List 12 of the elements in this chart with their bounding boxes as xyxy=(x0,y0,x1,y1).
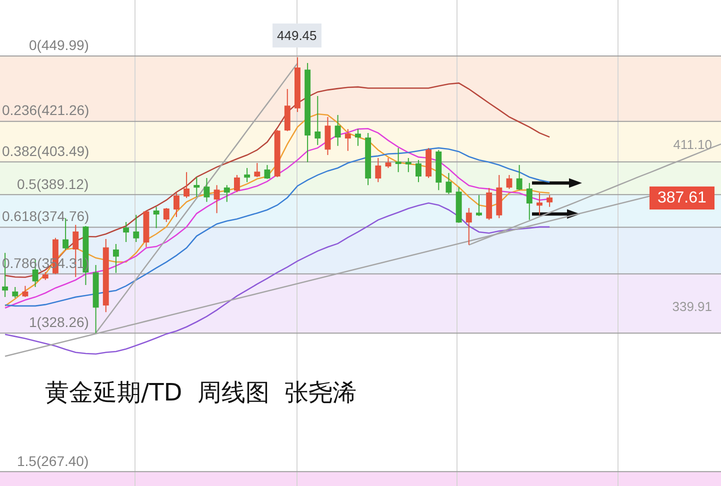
ref-line-label: 0.382(403.49) xyxy=(2,143,90,159)
annotation: 449.45 xyxy=(277,28,317,43)
annotation: 387.61 xyxy=(657,190,707,206)
ref-line-label: 0.236(421.26) xyxy=(2,102,90,118)
ref-line-label: 1(328.26) xyxy=(29,314,89,330)
y-tick-label: 339.91 xyxy=(672,299,712,314)
y-tick-label: 411.10 xyxy=(673,137,712,152)
ref-line-label: 1.5(267.40) xyxy=(17,453,89,469)
ref-line-label: 0(449.99) xyxy=(29,37,89,53)
text: 黄金延期/TD 周线图 张尧浠 xyxy=(45,378,357,406)
ref-line-label: 0.618(374.76) xyxy=(2,208,90,224)
ref-line-label: 0.5(389.12) xyxy=(17,176,89,192)
